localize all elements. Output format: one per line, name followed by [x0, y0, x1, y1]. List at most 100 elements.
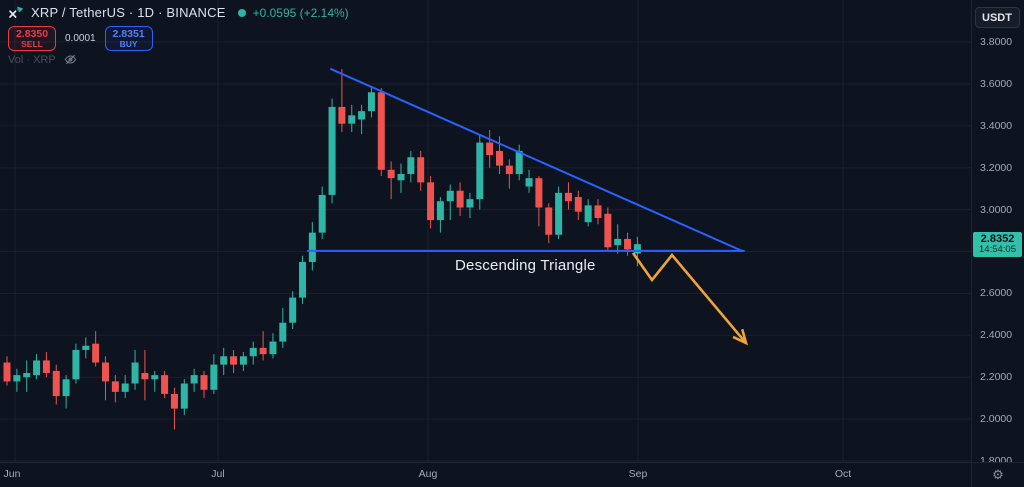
candle-body: [289, 297, 297, 323]
candle-body: [230, 356, 238, 365]
market-status-dot: [237, 8, 246, 17]
candle-body: [427, 182, 435, 221]
time-tick-label: Jul: [211, 468, 225, 480]
trade-buttons-row: 2.8350 SELL 0.0001 2.8351 BUY: [8, 26, 153, 51]
eye-slash-icon[interactable]: [64, 53, 77, 66]
candle-body: [594, 205, 602, 218]
candle-body: [486, 142, 494, 156]
candle-body: [358, 111, 366, 120]
price-tick-label: 3.2000: [980, 161, 1013, 174]
candle-body: [525, 178, 533, 187]
chart-settings-gear-icon[interactable]: ⚙: [992, 467, 1004, 482]
candle-body: [496, 150, 503, 166]
candle-body: [3, 362, 11, 382]
xrp-logo-icon: [8, 6, 24, 20]
price-tick-label: 3.4000: [980, 119, 1013, 132]
price-tick-label: 2.4000: [980, 329, 1013, 342]
candle-body: [515, 150, 523, 174]
volume-indicator-row[interactable]: Vol · XRP: [8, 53, 77, 66]
candle-body: [180, 383, 188, 409]
axis-corner: ⚙: [971, 462, 1024, 487]
candle-body: [72, 349, 80, 380]
candle-body: [299, 261, 306, 298]
candle-body: [633, 244, 641, 254]
candle-body: [476, 142, 484, 200]
candle-body: [82, 345, 90, 350]
candle-body: [190, 375, 198, 384]
sell-price: 2.8350: [15, 27, 49, 40]
candle-body: [42, 360, 50, 374]
buy-price: 2.8351: [112, 27, 145, 40]
bar-close-countdown: 14:54:05: [979, 244, 1016, 256]
candle-body: [62, 379, 70, 397]
symbol-title[interactable]: XRP / TetherUS · 1D · BINANCE: [31, 5, 226, 20]
candle-body: [170, 393, 178, 409]
time-axis[interactable]: Jun Jul Aug Sep Oct: [0, 462, 972, 487]
price-tick-label: 3.0000: [980, 203, 1013, 216]
candle-body: [614, 238, 622, 246]
candle-body: [33, 360, 41, 376]
sell-label: SELL: [21, 38, 43, 49]
currency-dropdown-label: USDT: [982, 11, 1012, 24]
candle-body: [92, 343, 100, 363]
price-change-text: +0.0595 (+2.14%): [252, 5, 349, 20]
candle-body: [210, 364, 218, 390]
projection-arrow[interactable]: [631, 252, 747, 344]
candle-body: [535, 178, 543, 208]
time-tick-label: Sep: [628, 468, 648, 480]
pattern-annotation-label[interactable]: Descending Triangle: [455, 257, 596, 274]
last-price-value: 2.8352: [980, 233, 1015, 246]
spread-value: 0.0001: [65, 33, 96, 44]
candle-body: [604, 213, 612, 248]
upper-trendline[interactable]: [330, 68, 743, 252]
candle-body: [131, 362, 139, 384]
candle-body: [466, 199, 474, 208]
candle-body: [279, 322, 287, 342]
candle-body: [239, 356, 247, 365]
price-tick-label: 2.6000: [980, 287, 1013, 300]
candle-body: [102, 362, 109, 382]
volume-indicator-label: Vol · XRP: [8, 53, 56, 66]
sell-button[interactable]: 2.8350 SELL: [8, 26, 56, 51]
candle-body: [387, 169, 395, 179]
price-axis[interactable]: USDT 2.8352 14:54:05 3.8000 3.6000 3.4000 3…: [971, 0, 1024, 467]
candle-body: [23, 373, 31, 378]
time-tick-label: Jun: [3, 468, 21, 480]
candle-body: [367, 92, 375, 112]
candle-body: [308, 232, 316, 262]
price-tick-label: 2.2000: [980, 371, 1013, 384]
candle-body: [348, 115, 356, 124]
candle-body: [151, 375, 159, 380]
candle-body: [200, 375, 208, 390]
chart-canvas[interactable]: [0, 0, 972, 463]
candle-body: [397, 173, 405, 181]
projection-arrowhead: [732, 328, 748, 346]
candle-body: [555, 192, 563, 235]
candle-body: [564, 192, 572, 202]
candle-body: [141, 373, 149, 380]
candle-body: [417, 157, 425, 183]
candle-body: [407, 157, 415, 174]
candle-body: [161, 375, 169, 394]
symbol-legend[interactable]: XRP / TetherUS · 1D · BINANCE +0.0595 (+…: [8, 5, 349, 20]
candle-body: [545, 207, 553, 235]
candle-body: [436, 201, 444, 221]
currency-dropdown-button[interactable]: USDT: [975, 7, 1020, 28]
buy-label: BUY: [119, 38, 138, 49]
candle-body: [505, 165, 513, 174]
time-tick-label: Oct: [834, 468, 852, 480]
candle-body: [121, 383, 129, 392]
last-price-badge: 2.8352 14:54:05: [973, 232, 1022, 257]
candle-body: [456, 190, 464, 208]
candle-body: [52, 370, 60, 397]
candle-body: [328, 106, 336, 195]
candle-body: [13, 375, 21, 382]
candle-body: [318, 194, 326, 233]
candle-body: [624, 238, 632, 250]
buy-button[interactable]: 2.8351 BUY: [104, 26, 153, 51]
candle-body: [269, 341, 277, 355]
candle-body: [338, 106, 346, 124]
candle-body: [259, 347, 267, 355]
chevron-down-icon: [1011, 17, 1013, 18]
